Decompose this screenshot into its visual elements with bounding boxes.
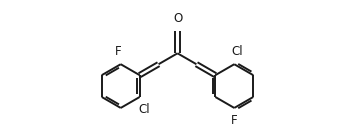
- Text: O: O: [173, 12, 182, 25]
- Text: F: F: [231, 114, 237, 127]
- Text: F: F: [115, 45, 121, 58]
- Text: Cl: Cl: [231, 45, 243, 58]
- Text: Cl: Cl: [138, 103, 149, 116]
